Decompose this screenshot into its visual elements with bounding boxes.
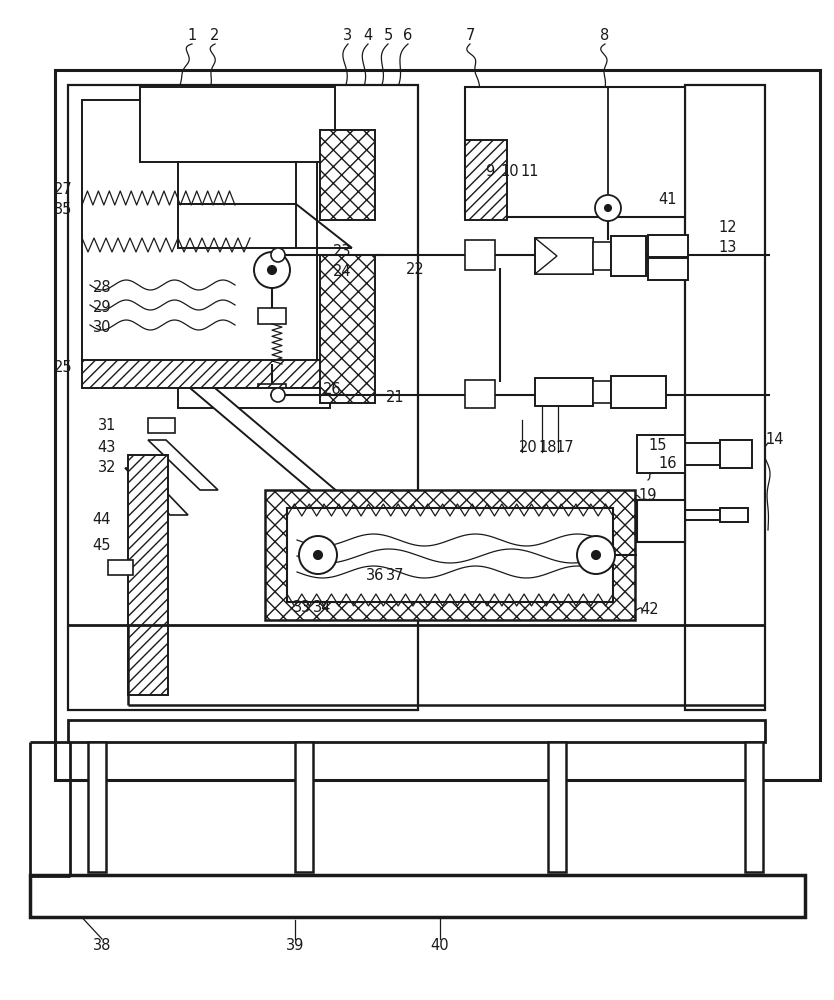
Text: 12: 12 <box>718 221 736 235</box>
Text: 19: 19 <box>639 488 657 502</box>
Bar <box>611 376 666 408</box>
Bar <box>128 455 168 695</box>
Bar <box>140 87 335 162</box>
Bar <box>320 255 375 403</box>
Text: 25: 25 <box>53 360 73 375</box>
Text: 41: 41 <box>659 192 677 208</box>
Bar <box>68 85 418 710</box>
Text: 18: 18 <box>539 440 557 456</box>
Bar <box>611 236 646 276</box>
Bar <box>685 85 765 710</box>
Bar <box>108 560 133 575</box>
Bar <box>320 130 375 220</box>
Text: 16: 16 <box>659 456 677 471</box>
Bar <box>88 742 106 872</box>
Text: 45: 45 <box>93 538 111 554</box>
Text: 33: 33 <box>293 600 311 615</box>
Bar <box>593 381 611 403</box>
Text: 39: 39 <box>286 938 304 952</box>
Bar <box>648 235 688 257</box>
Text: 13: 13 <box>718 240 736 255</box>
Bar <box>465 380 495 408</box>
Text: 1: 1 <box>188 28 197 43</box>
Bar <box>82 360 327 388</box>
Bar <box>465 87 685 217</box>
Text: 36: 36 <box>366 568 384 582</box>
Text: 44: 44 <box>93 512 111 528</box>
Text: 26: 26 <box>323 382 341 397</box>
Text: 10: 10 <box>500 164 520 180</box>
Circle shape <box>595 195 621 221</box>
Bar <box>548 742 566 872</box>
Bar <box>745 742 763 872</box>
Bar <box>68 720 765 742</box>
Polygon shape <box>190 388 345 498</box>
Text: 29: 29 <box>93 300 111 314</box>
Polygon shape <box>148 440 218 490</box>
Text: 34: 34 <box>313 600 331 615</box>
Text: 30: 30 <box>93 320 111 334</box>
Bar <box>535 378 593 406</box>
Bar <box>265 490 635 620</box>
Bar <box>637 500 685 542</box>
Polygon shape <box>178 388 330 408</box>
Bar <box>648 258 688 280</box>
Text: 22: 22 <box>405 262 425 277</box>
Text: 5: 5 <box>384 28 393 43</box>
Polygon shape <box>148 418 175 433</box>
Text: 38: 38 <box>93 938 111 952</box>
Text: 9: 9 <box>485 164 495 180</box>
Text: 3: 3 <box>344 28 353 43</box>
Text: 24: 24 <box>333 264 351 279</box>
Circle shape <box>605 205 611 211</box>
Text: 15: 15 <box>649 438 667 452</box>
Text: 42: 42 <box>641 602 660 617</box>
Bar <box>720 508 748 522</box>
Text: 40: 40 <box>430 938 450 952</box>
Text: 28: 28 <box>93 279 111 294</box>
Text: 21: 21 <box>385 390 404 406</box>
Text: 31: 31 <box>98 418 116 432</box>
Circle shape <box>271 388 285 402</box>
Text: 4: 4 <box>364 28 373 43</box>
Text: 17: 17 <box>555 440 575 456</box>
Circle shape <box>314 551 322 559</box>
Bar <box>82 100 317 370</box>
Text: 35: 35 <box>54 202 73 218</box>
Circle shape <box>271 248 285 262</box>
Text: 14: 14 <box>766 432 784 448</box>
Circle shape <box>254 252 290 288</box>
Bar <box>465 140 507 220</box>
Circle shape <box>268 266 276 274</box>
Bar <box>637 435 685 473</box>
Text: 7: 7 <box>465 28 475 43</box>
Text: 20: 20 <box>519 440 537 456</box>
Polygon shape <box>125 468 188 515</box>
Text: 11: 11 <box>520 164 540 180</box>
Bar <box>258 308 286 324</box>
Circle shape <box>592 551 600 559</box>
Text: 23: 23 <box>333 244 351 259</box>
Text: 37: 37 <box>386 568 404 582</box>
Text: 6: 6 <box>404 28 413 43</box>
Bar <box>720 440 752 468</box>
Text: 2: 2 <box>210 28 219 43</box>
Polygon shape <box>178 204 296 248</box>
Text: 8: 8 <box>600 28 610 43</box>
Bar <box>535 238 593 274</box>
Bar <box>30 875 805 917</box>
Bar <box>295 742 313 872</box>
Bar <box>593 242 611 270</box>
Circle shape <box>577 536 615 574</box>
Circle shape <box>299 536 337 574</box>
Text: 32: 32 <box>98 460 116 476</box>
Text: 43: 43 <box>98 440 116 454</box>
Bar <box>287 508 613 602</box>
Bar <box>465 240 495 270</box>
Polygon shape <box>535 238 593 274</box>
Bar <box>55 70 820 780</box>
Bar <box>258 384 286 398</box>
Text: 27: 27 <box>53 182 73 198</box>
Bar <box>178 162 296 204</box>
